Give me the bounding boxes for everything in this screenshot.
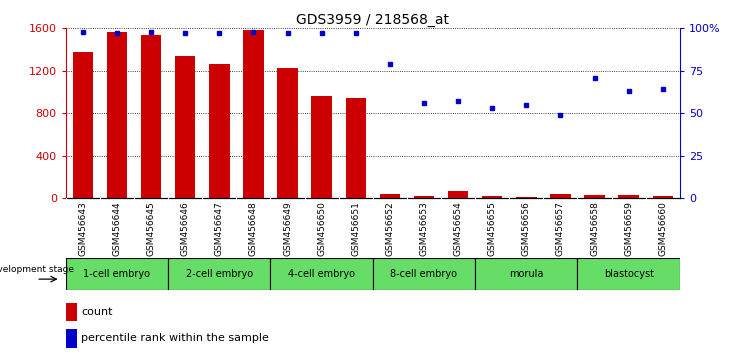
Bar — [311, 96, 332, 198]
Text: GSM456654: GSM456654 — [454, 201, 463, 256]
Bar — [243, 30, 264, 198]
Bar — [346, 98, 366, 198]
Text: count: count — [81, 307, 113, 317]
Bar — [653, 196, 673, 198]
Text: GSM456651: GSM456651 — [352, 201, 360, 256]
Text: GSM456643: GSM456643 — [78, 201, 87, 256]
Bar — [550, 194, 571, 198]
Bar — [414, 196, 434, 198]
Bar — [66, 303, 77, 321]
Text: blastocyst: blastocyst — [604, 269, 654, 279]
Text: GSM456657: GSM456657 — [556, 201, 565, 256]
Bar — [209, 64, 230, 198]
Text: GSM456659: GSM456659 — [624, 201, 633, 256]
Text: 1-cell embryo: 1-cell embryo — [83, 269, 151, 279]
Bar — [270, 258, 373, 290]
Bar — [66, 329, 77, 348]
Text: development stage: development stage — [0, 265, 74, 274]
Bar — [482, 196, 502, 198]
Bar — [141, 35, 162, 198]
Text: GSM456646: GSM456646 — [181, 201, 189, 256]
Text: 4-cell embryo: 4-cell embryo — [288, 269, 355, 279]
Bar — [72, 52, 93, 198]
Bar — [373, 258, 475, 290]
Bar — [577, 258, 680, 290]
Bar — [448, 191, 469, 198]
Bar — [584, 195, 605, 198]
Bar — [107, 32, 127, 198]
Text: GSM456645: GSM456645 — [147, 201, 156, 256]
Bar — [516, 197, 537, 198]
Text: GSM456652: GSM456652 — [385, 201, 394, 256]
Text: GSM456655: GSM456655 — [488, 201, 496, 256]
Bar — [379, 194, 400, 198]
Bar — [277, 68, 298, 198]
Bar — [66, 258, 168, 290]
Text: GSM456660: GSM456660 — [659, 201, 667, 256]
Text: percentile rank within the sample: percentile rank within the sample — [81, 333, 269, 343]
Text: GSM456653: GSM456653 — [420, 201, 428, 256]
Bar — [168, 258, 270, 290]
Text: morula: morula — [509, 269, 544, 279]
Bar — [475, 258, 577, 290]
Bar — [618, 195, 639, 198]
Text: GSM456648: GSM456648 — [249, 201, 258, 256]
Text: GSM456650: GSM456650 — [317, 201, 326, 256]
Text: GSM456656: GSM456656 — [522, 201, 531, 256]
Title: GDS3959 / 218568_at: GDS3959 / 218568_at — [296, 13, 450, 27]
Bar — [175, 56, 195, 198]
Text: 2-cell embryo: 2-cell embryo — [186, 269, 253, 279]
Text: GSM456649: GSM456649 — [283, 201, 292, 256]
Text: GSM456658: GSM456658 — [590, 201, 599, 256]
Text: GSM456647: GSM456647 — [215, 201, 224, 256]
Text: 8-cell embryo: 8-cell embryo — [390, 269, 458, 279]
Text: GSM456644: GSM456644 — [113, 201, 121, 256]
